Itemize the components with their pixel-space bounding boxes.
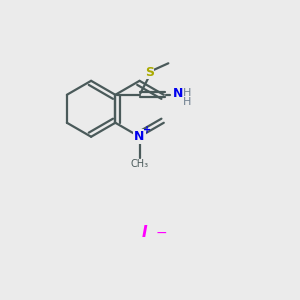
Text: N: N xyxy=(134,130,145,143)
Text: H: H xyxy=(183,97,192,107)
Text: H: H xyxy=(183,88,192,98)
Text: +: + xyxy=(143,125,151,135)
Text: S: S xyxy=(145,66,154,79)
Text: I: I xyxy=(141,225,147,240)
Text: N: N xyxy=(172,87,183,100)
Text: CH₃: CH₃ xyxy=(130,159,148,170)
Text: −: − xyxy=(155,225,167,239)
